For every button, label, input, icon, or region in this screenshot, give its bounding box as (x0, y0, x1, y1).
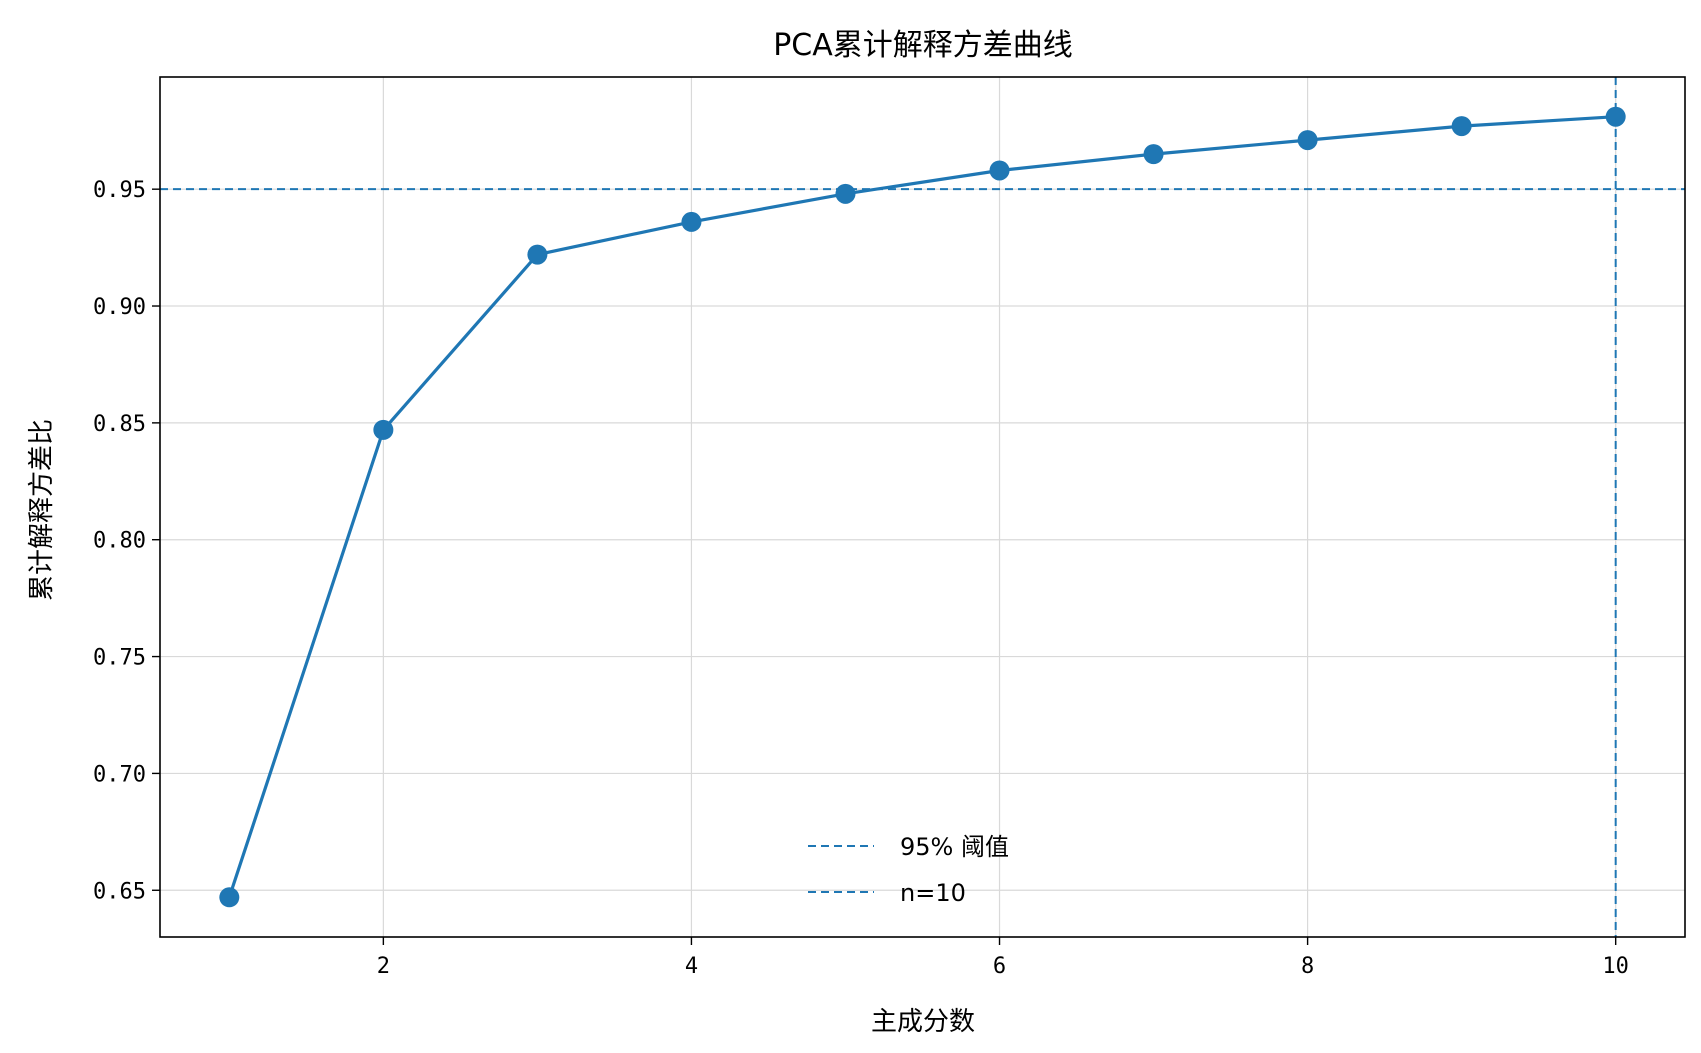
reference-lines-layer (160, 77, 1685, 937)
y-tick-label: 0.85 (93, 412, 146, 437)
data-point (219, 887, 240, 908)
legend-label-threshold: 95% 阈值 (900, 833, 1009, 861)
data-point (1143, 144, 1164, 165)
x-tick-label: 6 (993, 954, 1006, 979)
data-point (1605, 106, 1626, 127)
data-point (1451, 116, 1472, 137)
data-point (527, 244, 548, 265)
data-point (373, 419, 394, 440)
y-tick-label: 0.80 (93, 529, 146, 554)
x-tick-label: 10 (1602, 954, 1629, 979)
data-point (989, 160, 1010, 181)
data-point (1297, 130, 1318, 151)
x-tick-label: 2 (377, 954, 390, 979)
legend: 95% 阈值 n=10 (808, 833, 1009, 907)
data-point (681, 211, 702, 232)
legend-label-n10: n=10 (900, 879, 966, 907)
x-tick-label: 4 (685, 954, 698, 979)
series-line (227, 115, 1616, 898)
y-tick-label: 0.65 (93, 879, 146, 904)
y-tick-label: 0.90 (93, 295, 146, 320)
y-axis-title: 累计解释方差比 (27, 419, 57, 601)
data-point (835, 183, 856, 204)
plot-frame (159, 76, 1686, 938)
y-tick-label: 0.95 (93, 178, 146, 203)
x-tick-label: 8 (1301, 954, 1314, 979)
series-layer (219, 106, 1626, 908)
y-tick-label: 0.70 (93, 762, 146, 787)
chart-title: PCA累计解释方差曲线 (773, 28, 1073, 63)
tick-layer: 2 4 6 8 10 0.65 0.70 0.75 0.80 0.85 0.90 0.95 (93, 178, 1629, 979)
x-axis-title: 主成分数 (871, 1007, 975, 1037)
y-tick-label: 0.75 (93, 646, 146, 671)
